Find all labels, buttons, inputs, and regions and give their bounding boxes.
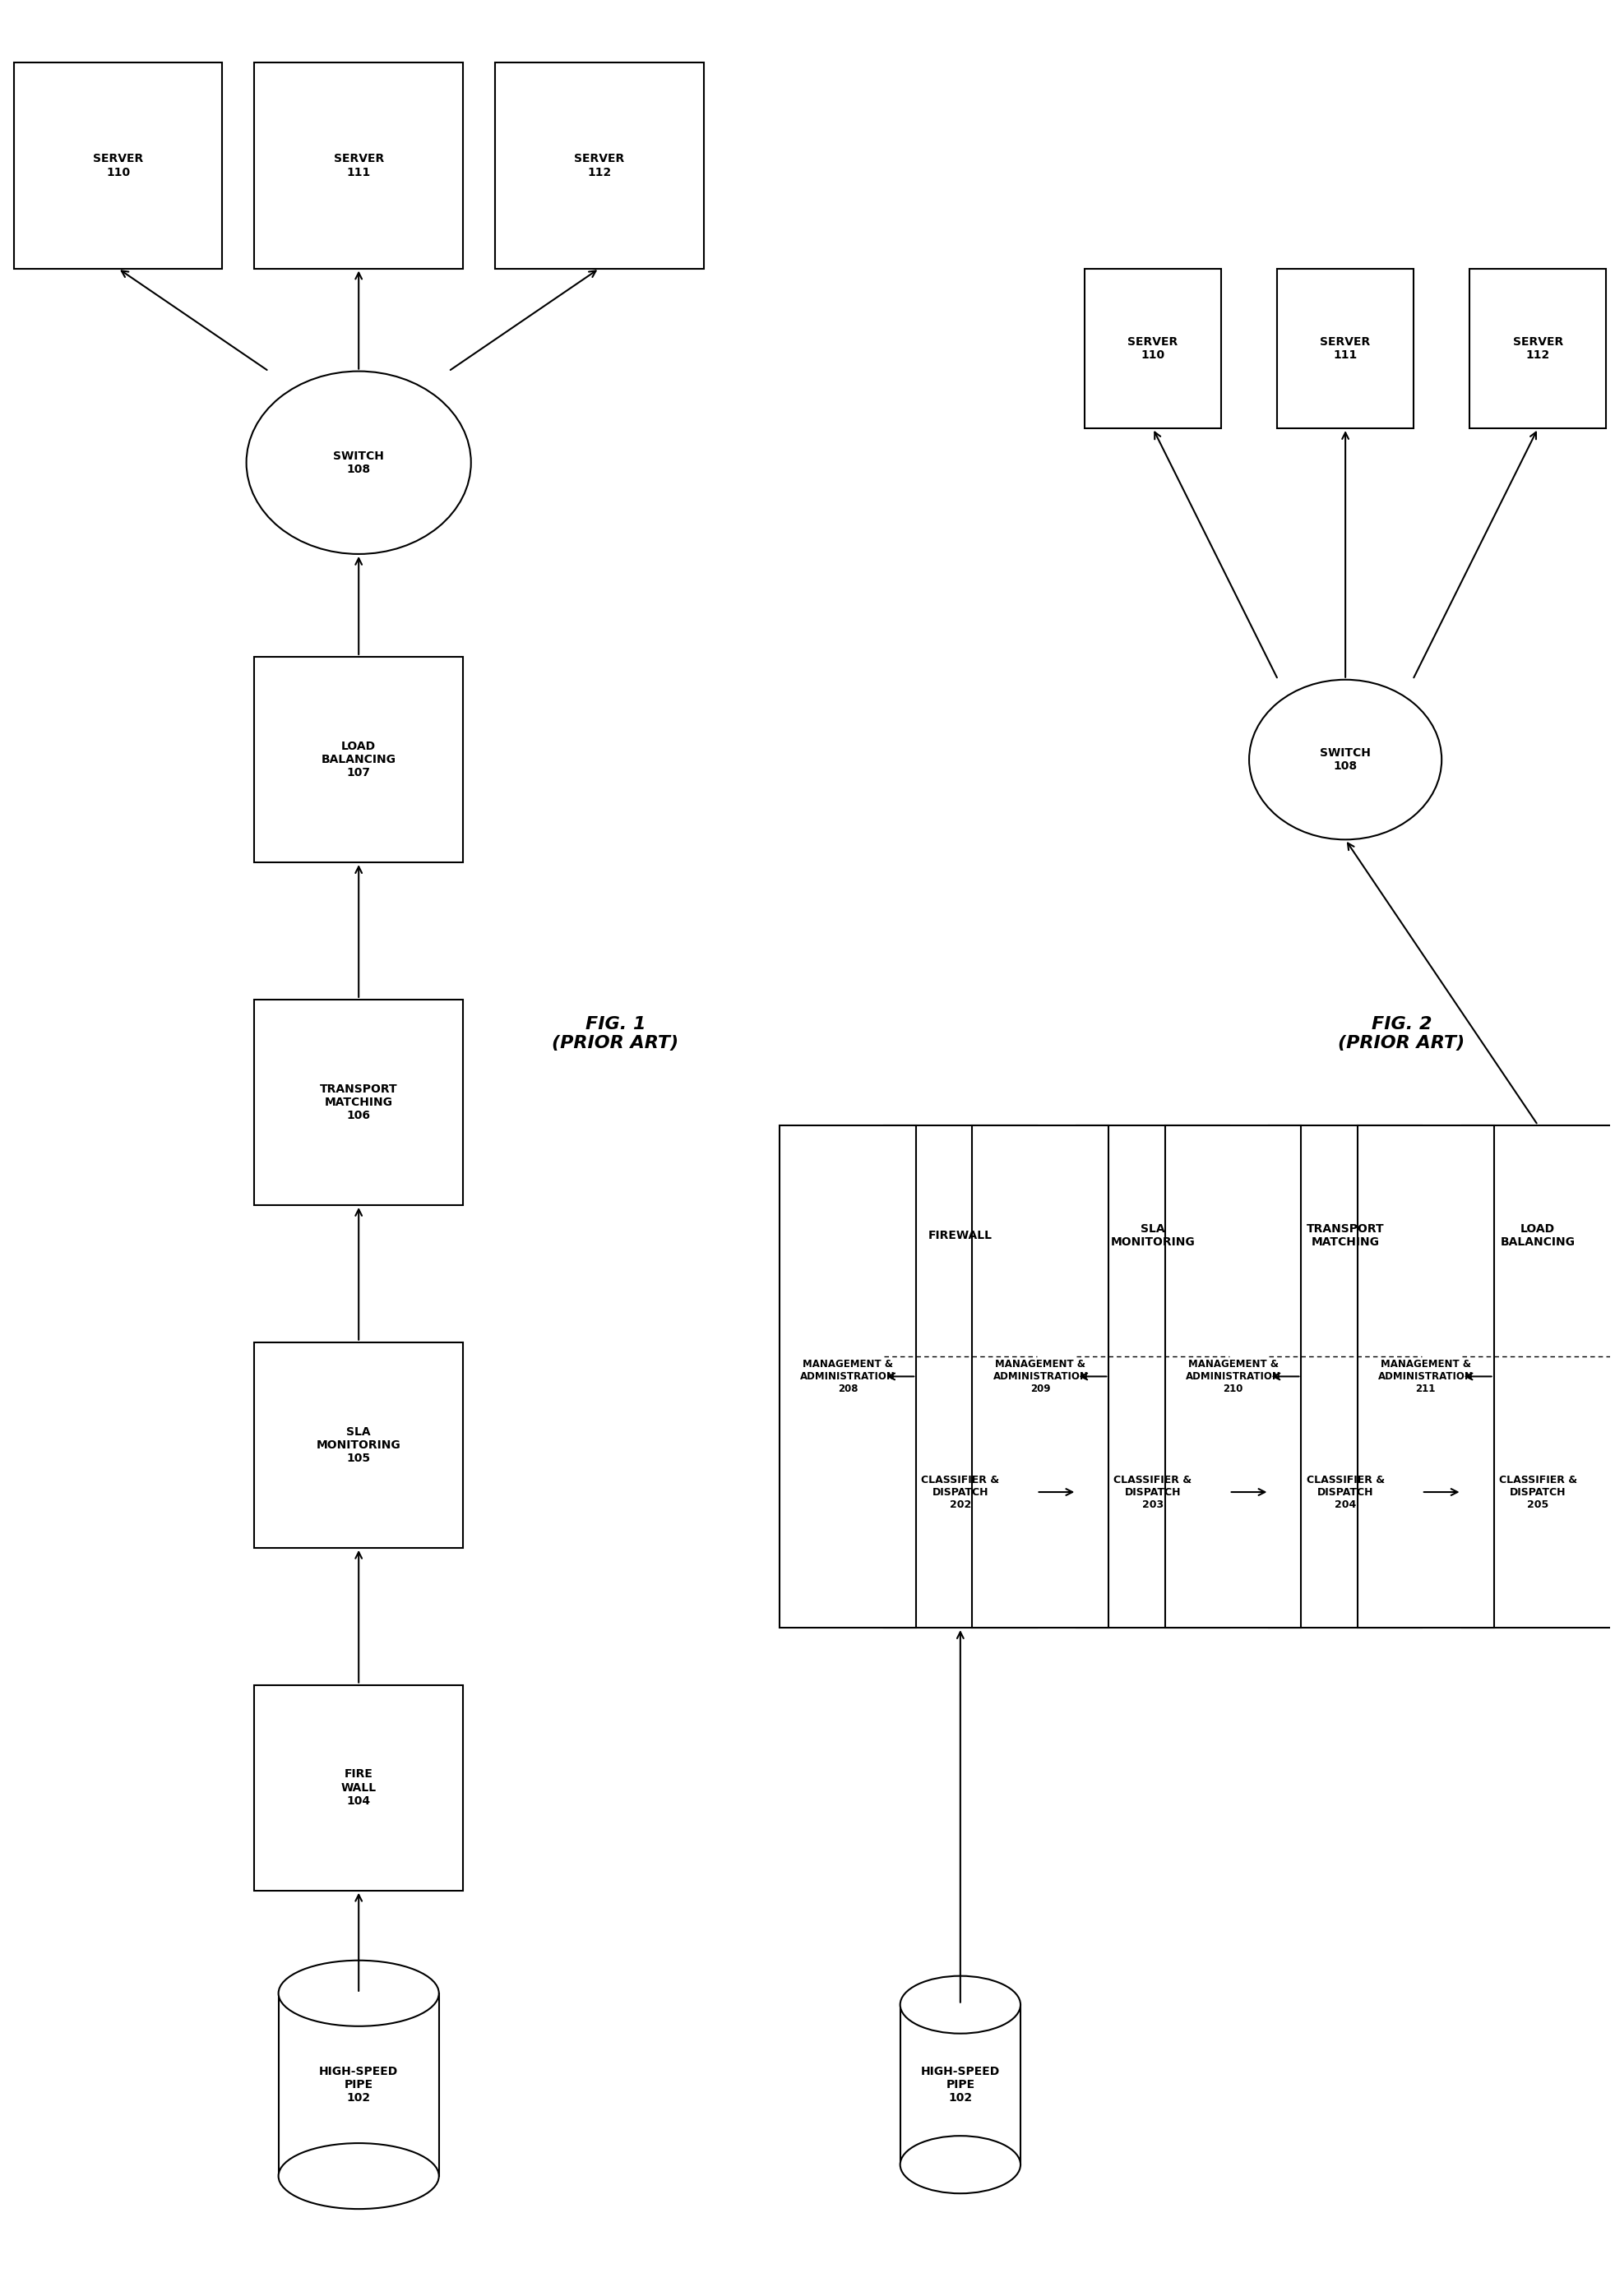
- Text: TRANSPORT
MATCHING
106: TRANSPORT MATCHING 106: [320, 1084, 397, 1120]
- Text: SERVER
111: SERVER 111: [1319, 335, 1370, 360]
- FancyBboxPatch shape: [254, 62, 464, 269]
- Text: CLASSIFIER &
DISPATCH
204: CLASSIFIER & DISPATCH 204: [1305, 1474, 1384, 1511]
- FancyBboxPatch shape: [1462, 1125, 1613, 1628]
- Polygon shape: [900, 2004, 1021, 2165]
- Text: SERVER
112: SERVER 112: [573, 154, 625, 179]
- Text: SERVER
110: SERVER 110: [1127, 335, 1177, 360]
- FancyBboxPatch shape: [1357, 1125, 1492, 1628]
- Text: MANAGEMENT &
ADMINISTRATION
211: MANAGEMENT & ADMINISTRATION 211: [1378, 1359, 1473, 1394]
- Ellipse shape: [278, 1961, 439, 2025]
- FancyBboxPatch shape: [780, 1125, 916, 1628]
- FancyBboxPatch shape: [1084, 269, 1221, 429]
- Text: LOAD
BALANCING
107: LOAD BALANCING 107: [321, 742, 396, 778]
- Text: CLASSIFIER &
DISPATCH
202: CLASSIFIER & DISPATCH 202: [921, 1474, 1000, 1511]
- Ellipse shape: [245, 372, 470, 553]
- FancyBboxPatch shape: [254, 1685, 464, 1890]
- Text: SWITCH
108: SWITCH 108: [1319, 746, 1370, 771]
- Text: FIG. 2
(PRIOR ART): FIG. 2 (PRIOR ART): [1337, 1017, 1465, 1052]
- FancyBboxPatch shape: [254, 1343, 464, 1548]
- Text: SERVER
110: SERVER 110: [92, 154, 144, 179]
- Text: FIREWALL: FIREWALL: [927, 1231, 992, 1242]
- FancyBboxPatch shape: [1076, 1125, 1229, 1628]
- FancyBboxPatch shape: [1470, 269, 1605, 429]
- Ellipse shape: [900, 2135, 1021, 2193]
- Text: MANAGEMENT &
ADMINISTRATION
208: MANAGEMENT & ADMINISTRATION 208: [799, 1359, 895, 1394]
- FancyBboxPatch shape: [254, 999, 464, 1205]
- Text: CLASSIFIER &
DISPATCH
203: CLASSIFIER & DISPATCH 203: [1113, 1474, 1192, 1511]
- Polygon shape: [278, 1993, 439, 2177]
- FancyBboxPatch shape: [1164, 1125, 1300, 1628]
- Text: SERVER
111: SERVER 111: [333, 154, 384, 179]
- FancyBboxPatch shape: [1276, 269, 1413, 429]
- Text: MANAGEMENT &
ADMINISTRATION
209: MANAGEMENT & ADMINISTRATION 209: [992, 1359, 1087, 1394]
- Text: FIRE
WALL
104: FIRE WALL 104: [341, 1768, 376, 1807]
- Text: FIG. 1
(PRIOR ART): FIG. 1 (PRIOR ART): [552, 1017, 678, 1052]
- Ellipse shape: [900, 1977, 1021, 2034]
- Text: CLASSIFIER &
DISPATCH
205: CLASSIFIER & DISPATCH 205: [1499, 1474, 1576, 1511]
- Text: SWITCH
108: SWITCH 108: [333, 450, 384, 475]
- Text: LOAD
BALANCING: LOAD BALANCING: [1500, 1224, 1575, 1249]
- FancyBboxPatch shape: [1268, 1125, 1421, 1628]
- FancyBboxPatch shape: [13, 62, 223, 269]
- Text: SERVER
112: SERVER 112: [1512, 335, 1562, 360]
- Text: HIGH-SPEED
PIPE
102: HIGH-SPEED PIPE 102: [921, 2066, 1000, 2103]
- Ellipse shape: [1248, 680, 1441, 840]
- Text: HIGH-SPEED
PIPE
102: HIGH-SPEED PIPE 102: [318, 2066, 397, 2103]
- FancyBboxPatch shape: [254, 657, 464, 863]
- FancyBboxPatch shape: [972, 1125, 1108, 1628]
- Text: MANAGEMENT &
ADMINISTRATION
210: MANAGEMENT & ADMINISTRATION 210: [1185, 1359, 1281, 1394]
- FancyBboxPatch shape: [494, 62, 703, 269]
- Text: SLA
MONITORING
105: SLA MONITORING 105: [317, 1426, 401, 1465]
- Text: TRANSPORT
MATCHING: TRANSPORT MATCHING: [1307, 1224, 1384, 1249]
- Text: SLA
MONITORING: SLA MONITORING: [1110, 1224, 1195, 1249]
- Ellipse shape: [278, 2142, 439, 2209]
- FancyBboxPatch shape: [883, 1125, 1035, 1628]
